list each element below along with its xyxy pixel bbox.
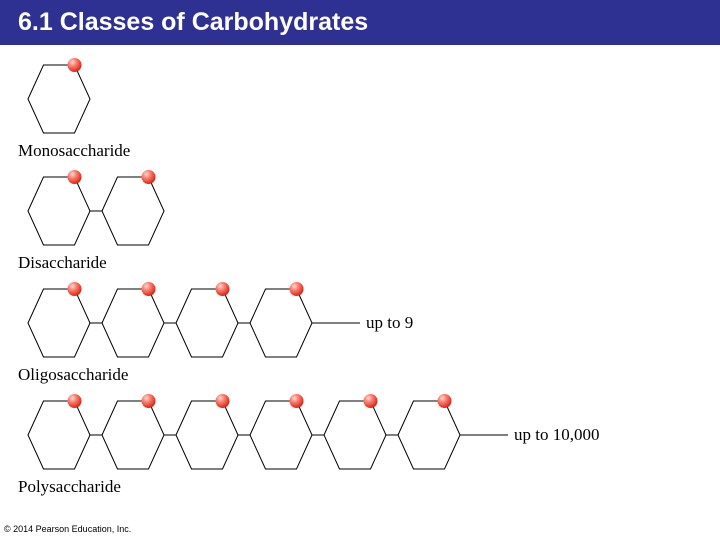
svg-text:up to 9: up to 9 bbox=[366, 313, 413, 332]
row-disaccharide: Disaccharide bbox=[18, 167, 702, 273]
row-oligosaccharide: up to 9 Oligosaccharide bbox=[18, 279, 702, 385]
label-disaccharide: Disaccharide bbox=[18, 253, 702, 273]
row-polysaccharide: up to 10,000 Polysaccharide bbox=[18, 391, 702, 497]
row-monosaccharide: Monosaccharide bbox=[18, 55, 702, 161]
di-svg bbox=[18, 167, 174, 251]
mono-svg bbox=[18, 55, 100, 139]
slide-title: 6.1 Classes of Carbohydrates bbox=[18, 8, 368, 36]
oligo-svg: up to 9 bbox=[18, 279, 439, 363]
poly-svg: up to 10,000 bbox=[18, 391, 632, 475]
slide-header: 6.1 Classes of Carbohydrates bbox=[0, 0, 720, 45]
svg-text:up to 10,000: up to 10,000 bbox=[514, 425, 599, 444]
copyright-text: © 2014 Pearson Education, Inc. bbox=[4, 524, 131, 534]
diagram-content: Monosaccharide Disaccharide up to 9 Olig… bbox=[0, 45, 720, 497]
label-polysaccharide: Polysaccharide bbox=[18, 477, 702, 497]
label-oligosaccharide: Oligosaccharide bbox=[18, 365, 702, 385]
label-monosaccharide: Monosaccharide bbox=[18, 141, 702, 161]
